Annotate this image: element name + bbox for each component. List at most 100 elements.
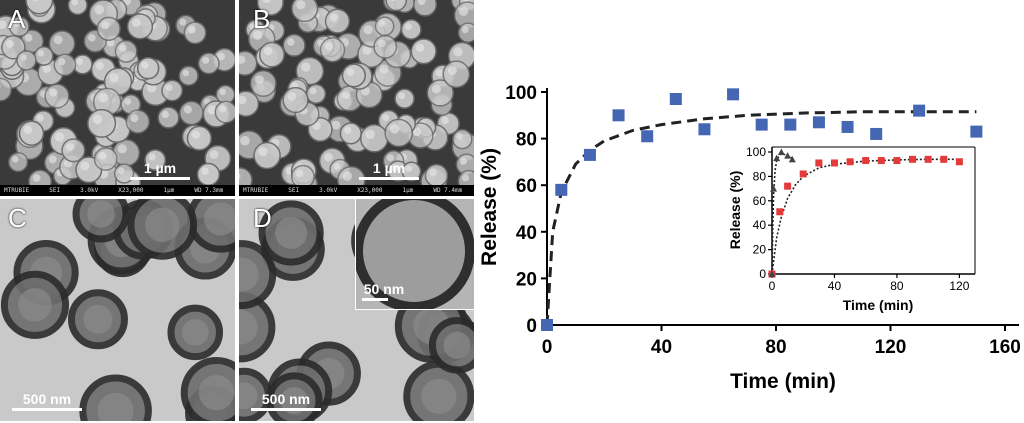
tem-inset-d: 50 nm [355, 199, 474, 310]
sem-particle [258, 41, 285, 68]
sem-particle-highlight [202, 56, 210, 64]
main-data-point [841, 120, 854, 133]
tem-particle-core [97, 392, 134, 421]
main-data-point [555, 183, 568, 196]
sem-info-strip-a: MTRUBIE SEI 3.0kV X23,000 1µm WD 7.3mm [0, 185, 235, 196]
inset-data-point [788, 155, 796, 163]
sem-particle-highlight [415, 43, 425, 52]
sem-particle [48, 30, 76, 58]
tem-particle-core [239, 257, 259, 292]
sem-particle [183, 21, 207, 45]
sem-particle-highlight [183, 105, 192, 114]
sem-particle-highlight [95, 61, 104, 70]
sem-particle-highlight [117, 144, 127, 154]
inset-data-point [846, 158, 854, 166]
sem-particle-highlight [417, 0, 426, 6]
sem-particle [385, 0, 408, 12]
sem-particle-highlight [453, 47, 463, 57]
inset-data-point [909, 155, 917, 163]
sem-particle-highlight [405, 165, 412, 172]
inset-scale-bar-line [362, 298, 388, 301]
inset-y-tick-label: 100 [746, 145, 766, 159]
panel-label-a: A [8, 4, 26, 34]
sem-particle [341, 63, 366, 88]
sem-info-a-1: SEI [49, 187, 61, 194]
sem-particle-highlight [42, 64, 52, 74]
sem-particle [359, 124, 389, 153]
sem-image-a [0, 0, 235, 196]
sem-particle [319, 37, 346, 63]
sem-particle-highlight [377, 39, 386, 48]
sem-info-b-0: MTRUBIE [243, 187, 269, 194]
sem-particle-highlight [264, 46, 273, 56]
panel-d-tem: D 50 nm 500 nm [239, 199, 474, 421]
scale-bar-label-c: 500 nm [22, 391, 72, 407]
main-y-tick-label: 20 [516, 269, 537, 290]
sem-particle-highlight [148, 153, 156, 161]
sem-particle [424, 163, 449, 188]
inset-data-point [773, 154, 781, 162]
sem-particle-highlight [88, 33, 96, 42]
sem-particle-highlight [5, 39, 14, 48]
main-y-tick-label: 60 [516, 176, 537, 197]
inset-data-point [877, 157, 885, 165]
inset-y-tick-label: 20 [753, 243, 767, 257]
scale-bar-c: 500 nm [12, 391, 82, 411]
tem-particle-core [239, 382, 258, 410]
inset-fit-curve [771, 158, 960, 275]
main-data-point [755, 118, 768, 131]
sem-particle-highlight [76, 58, 84, 65]
sem-particle [18, 120, 45, 146]
sem-particle-highlight [386, 154, 395, 162]
main-x-tick-label: 120 [875, 337, 907, 358]
inset-scale-bar: 50 nm [362, 281, 406, 301]
sem-particle-highlight [404, 23, 412, 30]
inset-x-tick-label: 80 [890, 279, 904, 293]
sem-particle-highlight [80, 161, 90, 171]
scale-bar-line-c [12, 408, 82, 411]
sem-particle-highlight [98, 93, 108, 103]
main-x-axis-label: Time (min) [730, 370, 836, 393]
sem-particle-highlight [0, 84, 1, 89]
sem-particle-highlight [20, 54, 27, 61]
scale-bar-d: 500 nm [251, 391, 321, 411]
sem-particle-highlight [429, 168, 438, 177]
sem-particle [253, 141, 281, 170]
inset-data-point [893, 157, 901, 165]
sem-particle [53, 53, 77, 77]
sem-particle-highlight [323, 152, 333, 162]
sem-particle-highlight [458, 6, 469, 16]
inset-particle [356, 199, 474, 309]
sem-particle-highlight [344, 126, 352, 134]
sem-particle [282, 33, 306, 57]
inset-data-point [768, 270, 776, 277]
sem-particle-highlight [398, 92, 406, 100]
sem-particle-highlight [124, 98, 132, 105]
tem-particle-core [275, 216, 308, 249]
panel-label-c: C [8, 203, 27, 233]
sem-info-b-4: 1µm [402, 187, 414, 194]
sem-particle [197, 52, 220, 75]
sem-particle-highlight [295, 169, 304, 178]
scale-bar-b: 1 µm [359, 160, 419, 180]
sem-particle [282, 86, 309, 114]
sem-particle-highlight [32, 0, 39, 2]
scale-bar-line-a [130, 177, 190, 180]
sem-particle-highlight [119, 44, 127, 52]
main-data-point [541, 319, 553, 331]
main-x-tick-label: 40 [651, 337, 672, 358]
sem-particle-highlight [379, 64, 389, 74]
inset-x-axis-label: Time (min) [843, 297, 914, 313]
scale-bar-line-b [359, 177, 419, 180]
sem-particle-highlight [447, 65, 457, 75]
sem-particle-highlight [329, 13, 339, 22]
sem-particle [16, 50, 37, 71]
inset-ticks: 0 40 80 120 0 20 40 60 80 100 [746, 145, 970, 293]
inset-data-point [784, 152, 792, 159]
sem-particle-highlight [240, 135, 250, 146]
sem-particle [305, 83, 327, 105]
main-data-point [698, 123, 711, 136]
sem-particle-highlight [141, 61, 149, 69]
main-data-point [913, 104, 926, 117]
inset-y-tick-label: 60 [753, 194, 767, 208]
